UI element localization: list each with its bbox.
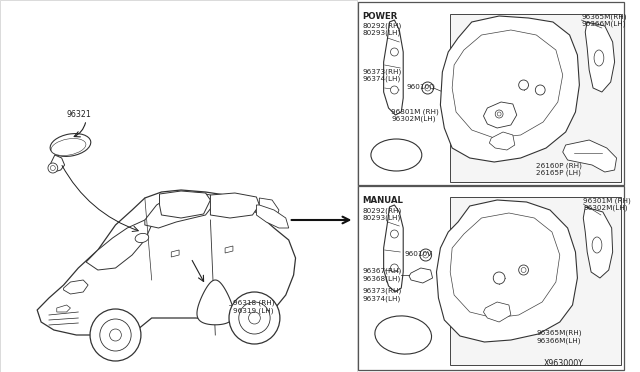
Polygon shape <box>436 200 577 342</box>
Circle shape <box>390 264 398 272</box>
Ellipse shape <box>51 138 86 155</box>
Circle shape <box>521 267 526 273</box>
Circle shape <box>248 312 260 324</box>
Text: 96010V: 96010V <box>404 251 432 257</box>
Text: POWER: POWER <box>362 12 397 21</box>
Polygon shape <box>172 250 179 257</box>
Text: X963000Y: X963000Y <box>544 359 584 368</box>
Circle shape <box>535 85 545 95</box>
Text: 96321: 96321 <box>67 110 92 119</box>
Polygon shape <box>440 16 579 162</box>
Text: 26160P (RH)
26165P (LH): 26160P (RH) 26165P (LH) <box>536 162 582 176</box>
Ellipse shape <box>375 316 431 354</box>
Text: 96373(RH)
96374(LH): 96373(RH) 96374(LH) <box>362 68 401 82</box>
Polygon shape <box>483 102 516 128</box>
Circle shape <box>420 249 431 261</box>
Ellipse shape <box>135 233 148 243</box>
Ellipse shape <box>371 139 422 171</box>
Text: 96301M (RH)
96302M(LH): 96301M (RH) 96302M(LH) <box>583 197 631 211</box>
Text: 96365M(RH)
96366M(LH): 96365M(RH) 96366M(LH) <box>536 330 582 344</box>
Polygon shape <box>86 220 152 270</box>
Polygon shape <box>409 268 433 283</box>
Polygon shape <box>49 155 65 172</box>
Ellipse shape <box>50 134 91 157</box>
Circle shape <box>422 82 433 94</box>
Polygon shape <box>383 205 403 292</box>
Polygon shape <box>57 305 70 312</box>
Bar <box>0 0 357 372</box>
Bar <box>358 2 625 185</box>
Bar <box>450 14 621 182</box>
Bar <box>358 186 625 370</box>
Polygon shape <box>257 205 289 228</box>
Text: 96010Q: 96010Q <box>406 84 435 90</box>
Ellipse shape <box>594 50 604 66</box>
Ellipse shape <box>592 237 602 253</box>
Polygon shape <box>197 280 234 325</box>
Text: 96301M (RH)
96302M(LH): 96301M (RH) 96302M(LH) <box>392 108 439 122</box>
Text: MANUAL: MANUAL <box>362 196 403 205</box>
Text: 96365M(RH)
96366M(LH): 96365M(RH) 96366M(LH) <box>581 13 627 27</box>
Circle shape <box>495 110 503 118</box>
Text: 96318 (RH)
96319 (LH): 96318 (RH) 96319 (LH) <box>233 300 275 314</box>
Circle shape <box>90 309 141 361</box>
Polygon shape <box>383 20 403 115</box>
Polygon shape <box>211 193 259 218</box>
Circle shape <box>423 252 429 258</box>
Polygon shape <box>145 192 213 228</box>
Circle shape <box>100 319 131 351</box>
Text: 96373(RH)
96374(LH): 96373(RH) 96374(LH) <box>362 288 401 302</box>
Polygon shape <box>583 207 612 278</box>
Circle shape <box>518 265 529 275</box>
Polygon shape <box>483 302 511 322</box>
Circle shape <box>425 85 431 91</box>
Bar <box>450 197 621 365</box>
Polygon shape <box>259 198 279 220</box>
Circle shape <box>109 329 122 341</box>
Circle shape <box>229 292 280 344</box>
Text: 80292(RH)
80293(LH): 80292(RH) 80293(LH) <box>362 22 401 36</box>
Circle shape <box>493 272 505 284</box>
Polygon shape <box>159 191 211 218</box>
Polygon shape <box>490 132 515 150</box>
Polygon shape <box>37 190 296 335</box>
Text: 96367(RH)
96368(LH): 96367(RH) 96368(LH) <box>362 268 401 282</box>
Polygon shape <box>452 30 563 138</box>
Polygon shape <box>450 213 560 318</box>
Polygon shape <box>225 246 233 253</box>
Circle shape <box>390 230 398 238</box>
Circle shape <box>390 86 398 94</box>
Circle shape <box>390 48 398 56</box>
Circle shape <box>51 166 55 170</box>
Polygon shape <box>63 280 88 294</box>
Text: 80292(RH)
80293(LH): 80292(RH) 80293(LH) <box>362 207 401 221</box>
Circle shape <box>497 112 501 116</box>
Polygon shape <box>585 22 614 92</box>
Polygon shape <box>563 140 616 172</box>
Circle shape <box>518 80 529 90</box>
Circle shape <box>239 302 270 334</box>
Circle shape <box>48 163 58 173</box>
